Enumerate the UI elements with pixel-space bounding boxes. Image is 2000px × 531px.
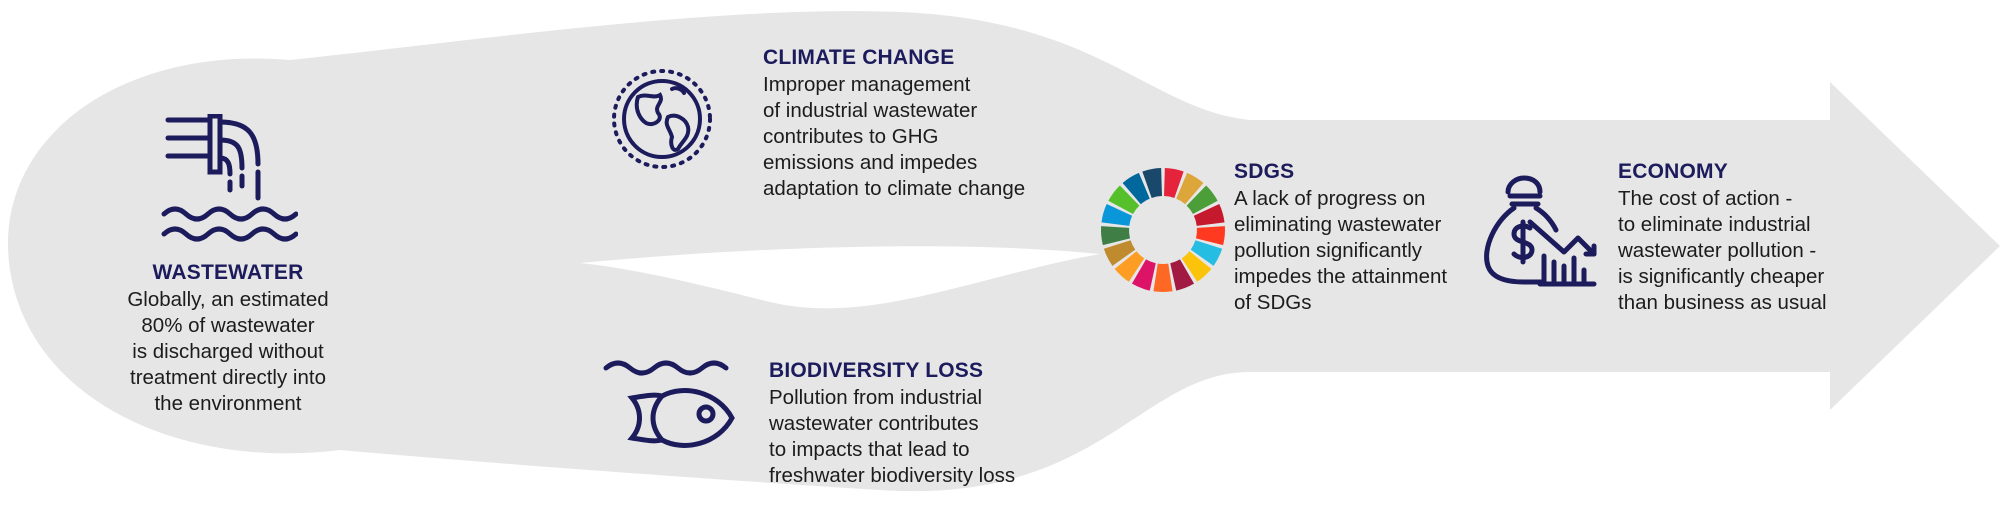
sdg-wheel-segment xyxy=(1181,251,1212,282)
sdg-wheel-segment xyxy=(1190,240,1223,266)
sdg-wheel-segment xyxy=(1108,185,1140,214)
wastewater-pipe-icon xyxy=(158,114,298,244)
wastewater-body: Globally, an estimated 80% of wastewater… xyxy=(127,288,329,415)
biodiversity-body: Pollution from industrial wastewater con… xyxy=(769,386,1016,487)
climate-text: CLIMATE CHANGE Improper management of in… xyxy=(763,46,1093,202)
sdg-wheel-segment xyxy=(1122,172,1150,205)
sdg-wheel-segment xyxy=(1193,204,1225,226)
climate-title: CLIMATE CHANGE xyxy=(763,46,955,69)
sdg-wheel-segment xyxy=(1170,259,1195,291)
economy-body: The cost of action - to eliminate indust… xyxy=(1618,187,1827,314)
sdgs-body: A lack of progress on eliminating wastew… xyxy=(1234,187,1448,314)
economy-text: ECONOMY The cost of action - to eliminat… xyxy=(1618,160,1878,316)
sdg-wheel-segment xyxy=(1131,259,1156,291)
inner-notch xyxy=(580,246,1100,309)
sdg-wheel-segment xyxy=(1101,204,1133,226)
sdg-wheel-segment xyxy=(1195,226,1226,246)
globe-icon xyxy=(598,57,728,187)
sdg-wheel-segment xyxy=(1100,226,1131,246)
wastewater-text: WASTEWATER Globally, an estimated 80% of… xyxy=(108,261,348,417)
money-bag-chart-icon xyxy=(1480,166,1605,291)
sdg-wheel-segment xyxy=(1114,251,1145,282)
sdg-wheel-segment xyxy=(1164,168,1184,198)
sdg-wheel-segment xyxy=(1103,240,1136,266)
economy-title: ECONOMY xyxy=(1618,160,1728,183)
sdgs-text: SDGS A lack of progress on eliminating w… xyxy=(1234,160,1494,316)
sdg-wheel-segment xyxy=(1153,263,1173,293)
fish-icon xyxy=(602,358,752,458)
sdg-wheel-segment xyxy=(1176,172,1204,205)
climate-body: Improper management of industrial wastew… xyxy=(763,73,1026,200)
biodiversity-text: BIODIVERSITY LOSS Pollution from industr… xyxy=(769,359,1099,489)
sdgs-title: SDGS xyxy=(1234,160,1295,183)
sdg-wheel-icon xyxy=(1097,164,1229,296)
sdg-wheel-segment xyxy=(1186,185,1218,214)
biodiversity-title: BIODIVERSITY LOSS xyxy=(769,359,984,382)
wastewater-title: WASTEWATER xyxy=(152,261,304,284)
sdg-wheel-segment xyxy=(1142,168,1162,198)
